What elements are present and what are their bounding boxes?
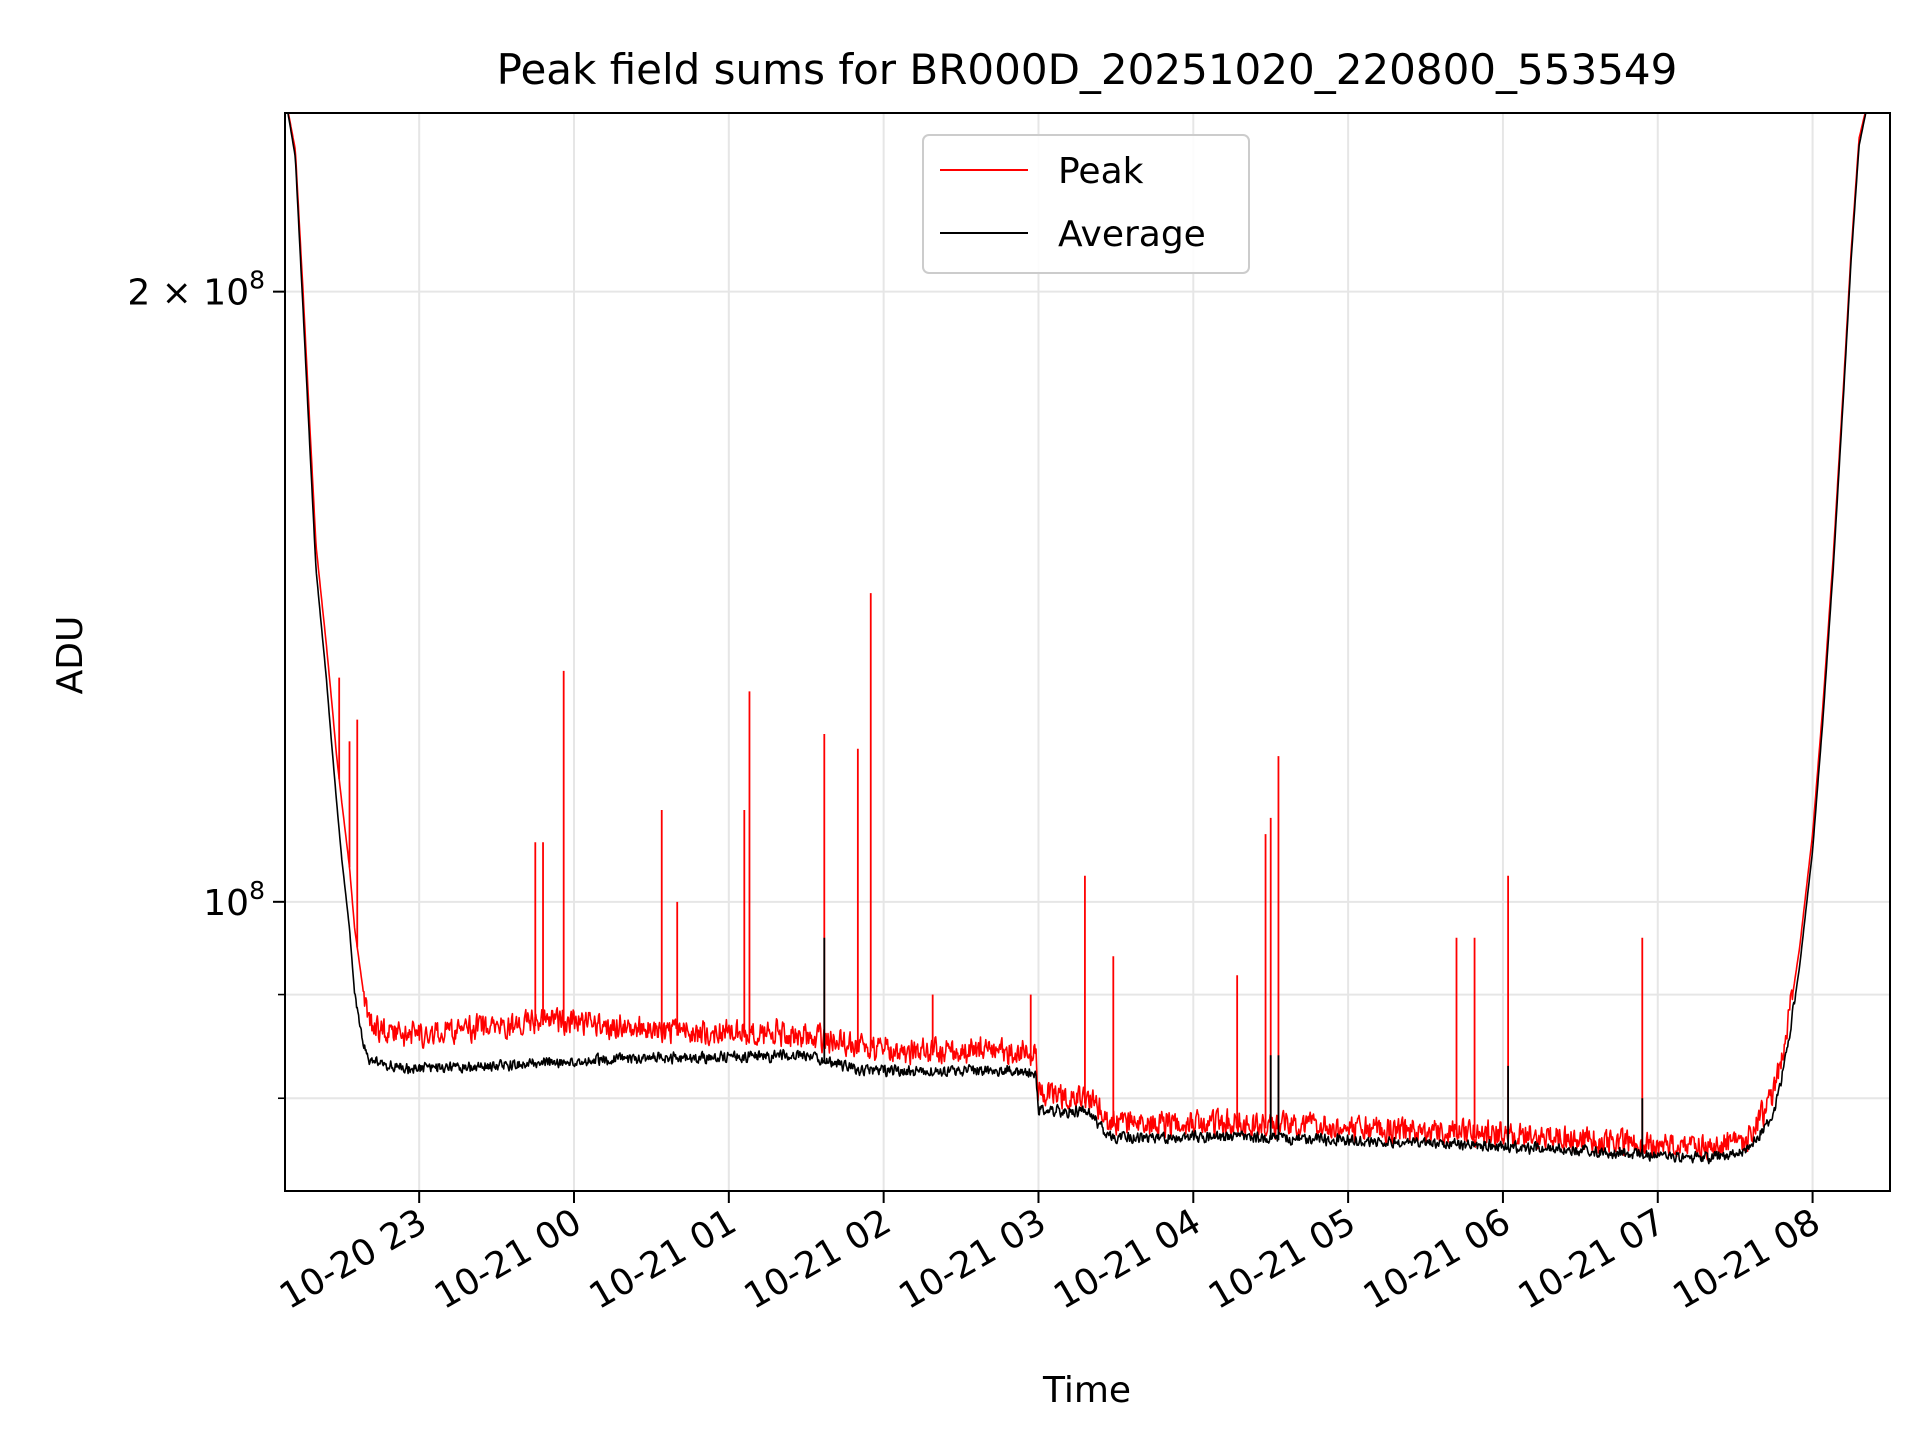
y-tick-label: 2 × 108 [127,266,265,314]
legend-peak-label: Peak [1058,151,1144,192]
grid [285,113,1890,1191]
y-axis-label: ADU [50,616,91,695]
legend: Peak Average [922,134,1250,274]
plot-frame [284,112,1891,1192]
y-tick-label: 108 [203,876,265,924]
legend-average-label: Average [1058,214,1206,255]
series-layer [287,113,1867,1165]
series-line-average [287,113,1867,1165]
y-axis: 108 2 × 108 [127,266,285,1100]
x-axis-label: Time [1042,1370,1131,1411]
chart-title: Peak field sums for BR000D_20251020_2208… [497,45,1678,94]
series-line-peak [287,113,1866,1161]
